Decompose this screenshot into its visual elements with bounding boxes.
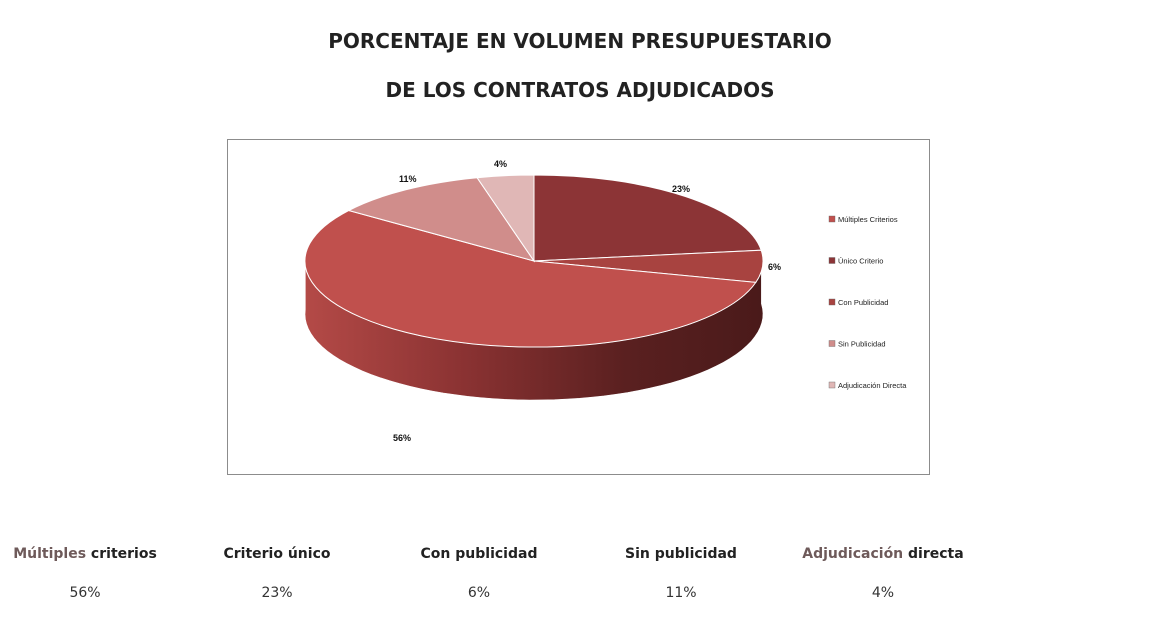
legend-swatch-multiples-criterios — [828, 215, 836, 223]
data-label-sin-publicidad: 11% — [399, 174, 417, 184]
summary-value: 56% — [69, 585, 101, 601]
legend-swatch-adjudicacion-directa — [828, 381, 836, 389]
summary-heading: Adjudicación directa — [798, 540, 968, 568]
summary-heading-part-a: Múltiples — [13, 546, 87, 562]
summary-heading: Criterio único — [192, 540, 362, 568]
summary-heading: Múltiples criterios — [0, 540, 170, 568]
legend-label-con-publicidad: Con Publicidad — [838, 298, 888, 307]
data-label-multiples-criterios: 56% — [393, 433, 411, 443]
summary-column-adjudicacion: Adjudicación directa 4% — [798, 540, 968, 601]
pie-slice-adjudicacion-directa — [476, 174, 535, 263]
page-title-line-1: PORCENTAJE EN VOLUMEN PRESUPUESTARIO — [328, 29, 832, 53]
summary-heading: Sin publicidad — [596, 540, 766, 568]
summary-value: 4% — [871, 585, 895, 601]
legend-swatch-sin-publicidad — [828, 340, 836, 347]
summary-table: Múltiples criterios 56% Criterio único 2… — [0, 540, 1176, 620]
summary-value: 11% — [665, 585, 697, 601]
legend-label-adjudicacion-directa: Adjudicación Directa — [838, 381, 907, 390]
summary-heading-part-b: criterios — [86, 546, 157, 562]
pie-chart: 23% 6% 56% 11% 4% Múltiples Criterios Único Cr… — [304, 159, 907, 443]
summary-value: 23% — [261, 585, 293, 601]
summary-heading: Con publicidad — [394, 540, 564, 568]
summary-value: 6% — [467, 585, 491, 601]
summary-heading-part-b: Sin publicidad — [625, 546, 737, 562]
legend-swatch-con-publicidad — [828, 298, 836, 306]
pie-slice-sin-publicidad — [347, 177, 536, 262]
summary-column-multiples: Múltiples criterios 56% — [0, 540, 170, 601]
data-label-adjudicacion-directa: 4% — [494, 159, 507, 169]
page-title-line-2: DE LOS CONTRATOS ADJUDICADOS — [385, 78, 775, 102]
summary-column-unico: Criterio único 23% — [192, 540, 362, 601]
summary-column-sin-publicidad: Sin publicidad 11% — [596, 540, 766, 601]
data-label-unico-criterio: 23% — [672, 184, 690, 194]
legend-label-unico-criterio: Único Criterio — [838, 257, 883, 266]
pie-slice-multiples-criterios — [304, 209, 757, 348]
pie-chart-frame: 23% 6% 56% 11% 4% Múltiples Criterios Único Cr… — [227, 139, 930, 475]
legend-label-multiples-criterios: Múltiples Criterios — [838, 215, 898, 224]
pie-slice-unico-criterio — [533, 174, 762, 262]
data-label-con-publicidad: 6% — [768, 262, 781, 272]
summary-heading-part-b: directa — [903, 546, 964, 562]
summary-column-con-publicidad: Con publicidad 6% — [394, 540, 564, 601]
legend-label-sin-publicidad: Sin Publicidad — [838, 340, 886, 349]
legend-swatch-unico-criterio — [828, 257, 836, 264]
summary-heading-part-b: Con publicidad — [420, 546, 538, 562]
summary-heading-part-a: Adjudicación — [802, 546, 904, 562]
summary-heading-part-b: Criterio único — [223, 546, 331, 562]
